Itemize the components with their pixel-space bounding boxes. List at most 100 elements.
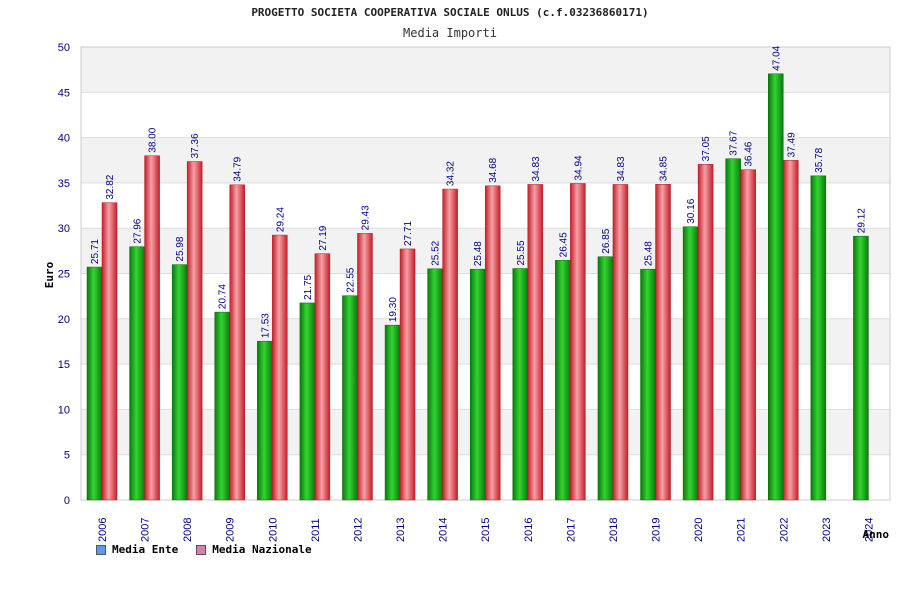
legend-item-nazionale: Media Nazionale: [196, 543, 312, 556]
y-tick-label: 25: [58, 269, 70, 281]
data-label: 27.71: [403, 220, 414, 245]
bar-ente: [810, 175, 827, 501]
bar-nazionale: [527, 184, 544, 501]
y-tick-label: 40: [58, 133, 70, 145]
bar-nazionale: [655, 184, 671, 501]
data-label: 29.12: [856, 208, 867, 233]
y-axis-label: Euro: [43, 261, 56, 288]
x-tick-label: 2024: [863, 518, 875, 542]
data-label: 37.67: [729, 130, 740, 155]
bar-ente: [512, 268, 529, 501]
bar-ente: [384, 324, 401, 501]
bar-series: 25.71 32.82 27.96 38.00 25.98 37.36 20.74 34.79…: [86, 45, 869, 501]
chart-subtitle: Media Importi: [403, 26, 497, 40]
bar-ente: [853, 235, 869, 501]
bar-ente: [214, 311, 230, 501]
x-tick-label: 2022: [778, 518, 790, 542]
data-label: 27.96: [133, 218, 144, 243]
bar-ente: [682, 226, 699, 501]
legend-label-nazionale: Media Nazionale: [212, 543, 312, 556]
x-tick-label: 2008: [182, 518, 194, 542]
bar-ente: [427, 268, 443, 501]
bar-ente: [129, 246, 145, 501]
data-label: 26.85: [601, 228, 612, 253]
data-label: 34.83: [616, 156, 627, 181]
data-label: 35.78: [814, 147, 825, 172]
x-axis-label: Anno: [863, 528, 890, 541]
bar-nazionale: [697, 164, 714, 501]
y-tick-label: 10: [58, 404, 70, 416]
bar-ente: [640, 268, 656, 501]
data-label: 19.30: [388, 297, 399, 322]
x-tick-label: 2019: [651, 518, 663, 542]
x-tick-label: 2011: [310, 518, 322, 542]
y-tick-label: 0: [64, 495, 70, 507]
bar-nazionale: [186, 161, 203, 501]
bar-ente: [299, 302, 316, 501]
data-label: 37.49: [786, 132, 797, 157]
bar-nazionale: [314, 253, 331, 501]
data-label: 34.94: [573, 155, 584, 180]
x-tick-label: 2014: [438, 518, 450, 542]
data-label: 34.32: [446, 161, 457, 186]
x-tick-label: 2018: [608, 518, 620, 542]
data-label: 47.04: [771, 45, 782, 70]
bar-ente: [555, 260, 571, 501]
bar-nazionale: [442, 188, 458, 501]
bar-nazionale: [570, 183, 586, 501]
bar-ente: [171, 264, 188, 501]
data-label: 29.43: [360, 205, 371, 230]
bar-nazionale: [484, 185, 501, 501]
legend-swatch-ente: [96, 544, 106, 555]
x-tick-label: 2009: [225, 518, 237, 542]
x-tick-label: 2012: [352, 518, 364, 542]
x-axis: 2006 2007 2008 2009 2010 2011 2012 2013 2014 2015…: [97, 518, 875, 542]
data-label: 21.75: [303, 274, 314, 299]
bar-ente: [725, 158, 741, 501]
bar-ente: [469, 268, 486, 501]
y-axis: 0 5 10 15 20 25 30 35 40 45 50: [58, 42, 70, 507]
data-label: 38.00: [148, 127, 159, 152]
bar-ente: [86, 266, 103, 501]
data-label: 34.68: [488, 157, 499, 182]
y-tick-label: 50: [58, 42, 70, 54]
data-label: 32.82: [105, 174, 116, 199]
x-tick-label: 2013: [395, 518, 407, 542]
data-label: 25.55: [516, 240, 527, 265]
y-tick-label: 30: [58, 223, 70, 235]
bar-nazionale: [357, 233, 373, 501]
data-label: 34.85: [659, 156, 670, 181]
y-tick-label: 20: [58, 314, 70, 326]
data-label: 37.05: [701, 136, 712, 161]
data-label: 17.53: [260, 313, 271, 338]
data-label: 27.19: [318, 225, 329, 250]
bar-ente: [342, 295, 358, 501]
x-tick-label: 2015: [480, 518, 492, 542]
y-tick-label: 15: [58, 359, 70, 371]
x-tick-label: 2021: [736, 518, 748, 542]
bar-nazionale: [272, 234, 288, 501]
legend: Media Ente Media Nazionale: [96, 543, 312, 556]
bar-nazionale: [783, 160, 799, 501]
bar-ente: [597, 256, 614, 501]
y-tick-label: 5: [64, 450, 70, 462]
x-tick-label: 2020: [693, 518, 705, 542]
bar-nazionale: [612, 184, 629, 501]
data-label: 25.71: [90, 239, 101, 264]
data-label: 34.79: [233, 156, 244, 181]
data-label: 37.36: [190, 133, 201, 158]
data-label: 26.45: [558, 232, 569, 257]
bar-ente: [768, 73, 784, 501]
x-tick-label: 2017: [565, 518, 577, 542]
legend-swatch-nazionale: [196, 544, 207, 555]
x-tick-label: 2023: [821, 518, 833, 542]
x-tick-label: 2007: [140, 518, 152, 542]
data-label: 20.74: [218, 284, 229, 309]
legend-item-ente: Media Ente: [96, 543, 178, 556]
legend-label-ente: Media Ente: [112, 543, 179, 556]
y-tick-label: 45: [58, 87, 70, 99]
bar-nazionale: [101, 202, 118, 501]
x-tick-label: 2010: [267, 518, 279, 542]
data-label: 36.46: [744, 141, 755, 166]
